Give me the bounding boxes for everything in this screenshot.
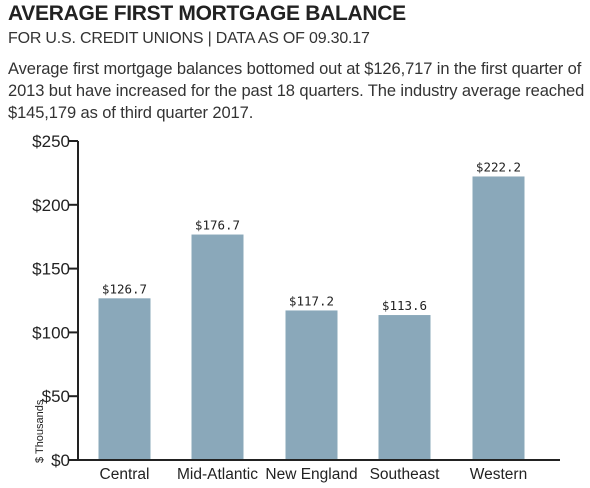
y-tick-label: $0	[51, 451, 70, 470]
bar-western	[472, 176, 525, 461]
y-tick-label: $100	[32, 323, 70, 342]
chart-title: AVERAGE FIRST MORTGAGE BALANCE	[8, 2, 406, 25]
x-category-label: Southeast	[370, 466, 440, 483]
bar-value-label: $117.2	[289, 293, 334, 308]
chart-subtitle: FOR U.S. CREDIT UNIONS | DATA AS OF 09.3…	[8, 30, 370, 47]
bar-new-england	[285, 310, 338, 460]
x-axis: Central Mid-Atlantic New England Southeast W…	[78, 459, 560, 483]
x-category-label: New England	[265, 466, 357, 483]
x-category-label: Mid-Atlantic	[177, 466, 258, 483]
bar-value-label: $176.7	[195, 218, 240, 233]
bar-value-label: $222.2	[476, 159, 521, 174]
y-tick-label: $150	[32, 260, 70, 279]
x-category-label: Western	[470, 466, 527, 483]
y-tick-label: $50	[42, 387, 70, 406]
bar-value-label: $126.7	[102, 281, 147, 296]
bar-central	[98, 298, 151, 460]
y-tick-label: $200	[32, 196, 70, 215]
chart-description: Average first mortgage balances bottomed…	[8, 60, 585, 122]
y-axis: $0 $50 $100 $150 $200 $250	[32, 132, 79, 470]
bars: $126.7 $176.7 $117.2 $113.6 $222.2	[98, 159, 525, 461]
y-axis-label: $ Thousands	[34, 399, 46, 463]
bar-southeast	[378, 315, 431, 460]
bar-mid-atlantic	[191, 234, 244, 460]
bar-value-label: $113.6	[382, 298, 427, 313]
y-tick-label: $250	[32, 132, 70, 151]
x-category-label: Central	[100, 466, 150, 483]
